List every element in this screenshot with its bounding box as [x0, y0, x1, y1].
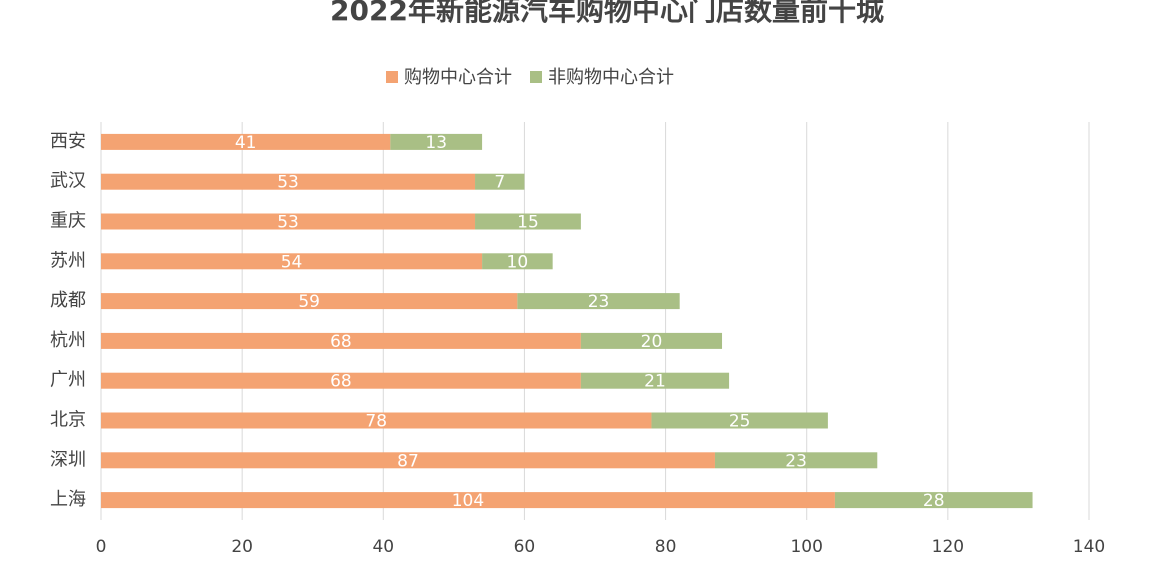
y-tick-label: 广州 — [50, 370, 86, 391]
data-label: 21 — [644, 372, 666, 392]
data-label: 78 — [365, 412, 387, 432]
legend-swatch — [530, 71, 542, 83]
data-label: 59 — [298, 292, 320, 312]
y-tick-label: 苏州 — [50, 250, 86, 271]
x-tick-label: 20 — [231, 537, 253, 557]
x-tick-label: 60 — [514, 537, 536, 557]
data-label: 25 — [729, 412, 751, 432]
data-label: 104 — [452, 491, 484, 511]
data-label: 68 — [330, 332, 352, 352]
y-tick-label: 武汉 — [50, 171, 86, 192]
bar-segment — [101, 293, 518, 310]
bar-segment — [580, 372, 730, 389]
y-tick-label: 杭州 — [50, 330, 86, 351]
x-tick-label: 140 — [1073, 537, 1105, 557]
bar-segment — [482, 253, 553, 270]
bar-segment — [651, 412, 828, 429]
bar-segment — [101, 492, 835, 509]
data-label: 53 — [277, 213, 299, 233]
bar-segment — [580, 332, 723, 349]
x-tick-label: 120 — [932, 537, 964, 557]
bar-segment — [517, 293, 680, 310]
bar-segment — [101, 253, 483, 270]
data-label: 20 — [641, 332, 663, 352]
data-label: 10 — [507, 252, 529, 272]
y-tick-label: 深圳 — [50, 449, 86, 470]
bar-segment — [101, 133, 391, 150]
y-tick-label: 西安 — [50, 131, 86, 152]
data-label: 23 — [588, 292, 610, 312]
legend-label: 购物中心合计 — [404, 67, 512, 88]
data-label: 15 — [517, 213, 539, 233]
bar-segment — [101, 213, 476, 230]
data-label: 13 — [425, 133, 447, 153]
y-tick-label: 成都 — [50, 290, 86, 311]
bar-segment — [475, 173, 525, 190]
bar-segment — [101, 332, 581, 349]
bar-segment — [101, 412, 652, 429]
data-label: 68 — [330, 372, 352, 392]
data-label: 54 — [281, 252, 303, 272]
y-tick-label: 重庆 — [50, 211, 86, 232]
data-label: 41 — [235, 133, 257, 153]
bar-segment — [834, 492, 1033, 509]
bar-segment — [475, 213, 581, 230]
legend-label: 非购物中心合计 — [548, 67, 674, 88]
data-label: 28 — [923, 491, 945, 511]
bar-segment — [101, 372, 581, 389]
x-tick-label: 100 — [790, 537, 822, 557]
data-label: 7 — [494, 173, 505, 193]
bar-segment — [390, 133, 483, 150]
data-label: 23 — [785, 451, 807, 471]
legend-swatch — [386, 71, 398, 83]
x-tick-label: 40 — [372, 537, 394, 557]
x-tick-label: 0 — [96, 537, 107, 557]
data-label: 53 — [277, 173, 299, 193]
data-label: 87 — [397, 451, 419, 471]
bar-segment — [714, 452, 878, 469]
y-tick-label: 上海 — [50, 489, 86, 510]
x-tick-label: 80 — [655, 537, 677, 557]
bar-segment — [101, 452, 715, 469]
y-tick-label: 北京 — [50, 410, 86, 431]
chart-title: 2022年新能源汽车购物中心门店数量前十城 — [330, 0, 884, 27]
bar-segment — [101, 173, 476, 190]
